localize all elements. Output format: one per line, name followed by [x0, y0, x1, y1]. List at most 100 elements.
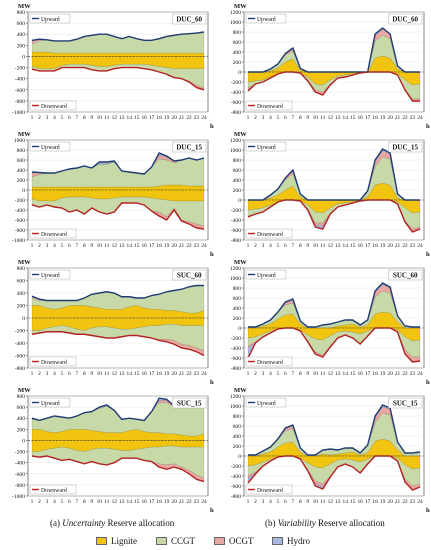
panel-title: DUC_15 [176, 144, 202, 152]
x-tick-label: 17 [149, 243, 155, 249]
x-tick-label: 11 [320, 371, 325, 377]
x-axis-label: h [426, 251, 430, 258]
x-tick-label: 5 [277, 371, 280, 377]
x-tick-label: 5 [61, 499, 64, 505]
x-tick-label: 15 [350, 115, 356, 121]
x-tick-label: 13 [119, 371, 125, 377]
y-tick-label: -600 [15, 472, 25, 478]
x-tick-label: 17 [149, 499, 155, 505]
downward-legend-box [29, 484, 77, 495]
downward-legend-box [245, 484, 293, 495]
x-tick-label: 8 [83, 371, 86, 377]
x-tick-label: 15 [350, 243, 356, 249]
x-tick-label: 18 [156, 371, 162, 377]
y-tick-label: -600 [231, 484, 241, 490]
x-tick-label: 2 [38, 499, 41, 505]
y-tick-label: -400 [231, 218, 241, 224]
y-axis-label: MW [234, 3, 247, 10]
x-tick-label: 9 [306, 243, 309, 249]
x-tick-label: 6 [68, 499, 71, 505]
y-tick-label: 0 [22, 438, 25, 444]
x-tick-label: 16 [141, 115, 147, 121]
x-tick-label: 2 [254, 371, 257, 377]
y-tick-label: -400 [15, 461, 25, 467]
y-axis-label: MW [18, 131, 31, 138]
x-tick-label: 16 [357, 243, 363, 249]
x-tick-label: 16 [357, 371, 363, 377]
x-tick-label: 7 [76, 115, 79, 121]
x-tick-label: 12 [112, 243, 118, 249]
x-tick-label: 8 [299, 499, 302, 505]
x-tick-label: 14 [343, 115, 349, 121]
x-tick-label: 14 [127, 243, 133, 249]
x-tick-label: 1 [31, 243, 34, 249]
x-tick-label: 2 [38, 371, 41, 377]
x-tick-label: 2 [254, 243, 257, 249]
upward-legend-label: Upward [41, 273, 60, 279]
x-tick-label: 3 [46, 371, 49, 377]
y-tick-label: 0 [238, 70, 241, 76]
x-tick-label: 16 [141, 243, 147, 249]
panel-title: DUC_60 [176, 16, 202, 24]
y-tick-label: 400 [17, 168, 26, 174]
x-tick-label: 17 [365, 243, 371, 249]
panel-title-box [172, 13, 207, 25]
y-axis-label: MW [234, 131, 247, 138]
x-tick-label: 13 [335, 371, 341, 377]
y-axis-label: MW [234, 259, 247, 266]
x-tick-label: 22 [402, 243, 408, 249]
upward-legend-label: Upward [41, 17, 60, 23]
downward-legend-box [245, 356, 293, 367]
x-tick-label: 3 [262, 115, 265, 121]
x-tick-label: 20 [387, 115, 393, 121]
x-tick-label: 2 [254, 499, 257, 505]
x-axis-label: h [210, 251, 214, 258]
x-tick-label: 4 [269, 371, 272, 377]
x-tick-label: 18 [372, 115, 378, 121]
panel-title-box [172, 269, 207, 281]
downward-total-line [247, 455, 421, 491]
x-tick-label: 18 [372, 243, 378, 249]
y-tick-label: -200 [231, 464, 241, 470]
x-tick-label: 3 [46, 115, 49, 121]
y-tick-label: 1200 [230, 10, 241, 16]
y-tick-label: 400 [17, 416, 26, 422]
x-tick-label: 24 [417, 499, 423, 505]
y-tick-label: -600 [15, 218, 25, 224]
downward-legend-box [245, 100, 293, 111]
y-tick-label: -800 [15, 228, 25, 234]
y-tick-label: -600 [231, 228, 241, 234]
y-tick-label: 400 [233, 50, 242, 56]
x-tick-label: 18 [156, 243, 162, 249]
x-tick-label: 24 [417, 243, 423, 249]
y-tick-label: -400 [231, 90, 241, 96]
x-tick-label: 24 [417, 115, 423, 121]
y-axis-label: MW [234, 387, 247, 394]
y-tick-label: 600 [17, 158, 26, 164]
y-tick-label: 0 [22, 188, 25, 194]
x-tick-label: 11 [104, 243, 109, 249]
x-tick-label: 23 [410, 499, 416, 505]
upward-legend-box [29, 141, 71, 152]
y-tick-label: 1000 [230, 148, 241, 154]
downward-legend-label: Downward [257, 104, 283, 110]
y-tick-label: 600 [233, 168, 242, 174]
x-tick-label: 1 [247, 115, 250, 121]
downward-legend-label: Downward [257, 488, 283, 494]
legend-label-ccgt: CCGT [171, 536, 196, 546]
y-tick-label: 1000 [230, 20, 241, 26]
x-tick-label: 1 [31, 499, 34, 505]
y-tick-label: 1200 [230, 394, 241, 400]
y-tick-label: -200 [231, 208, 241, 214]
x-tick-label: 2 [254, 115, 257, 121]
upward-legend-box [29, 397, 71, 408]
x-tick-label: 22 [402, 371, 408, 377]
upward-total-line [248, 148, 420, 201]
x-tick-label: 12 [328, 371, 334, 377]
panel-title: SUC_60 [393, 272, 418, 280]
upward-legend-label: Upward [41, 145, 60, 151]
downward-total-line [247, 327, 421, 363]
x-tick-label: 4 [53, 499, 56, 505]
y-tick-label: -1000 [12, 110, 25, 116]
